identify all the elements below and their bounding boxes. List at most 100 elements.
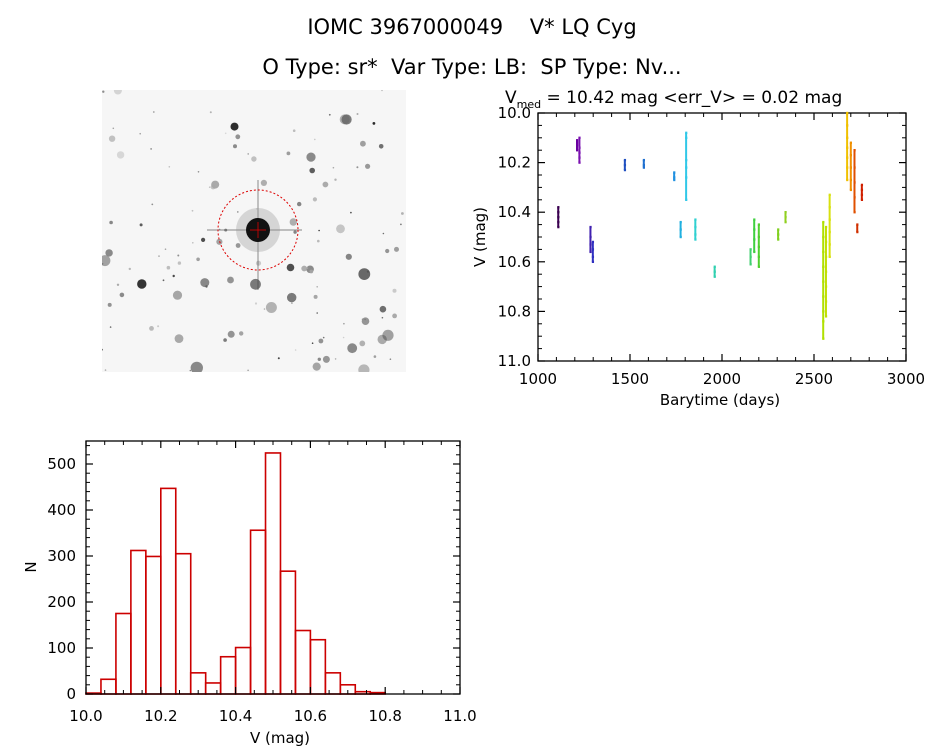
star [139, 132, 141, 135]
star [317, 357, 321, 361]
star [392, 288, 397, 293]
hist-bar [309, 638, 327, 695]
star [372, 122, 376, 125]
star [382, 232, 385, 235]
star [291, 302, 293, 304]
lc-y-axis-label: V (mag) [471, 207, 489, 267]
hist-bar [174, 552, 192, 695]
star [223, 338, 227, 342]
star [341, 114, 352, 125]
star [356, 166, 359, 169]
star [200, 278, 210, 288]
lc-title-prefix: V [505, 88, 517, 108]
hist-bar [145, 555, 162, 695]
star [247, 369, 249, 372]
lc-data-point [557, 206, 560, 209]
star [377, 334, 387, 345]
star [137, 279, 147, 289]
star [197, 171, 200, 173]
hist-y-tick-label: 500 [47, 455, 76, 473]
star [105, 249, 113, 257]
hist-x-tick-label: 10.4 [219, 707, 252, 725]
hist-bars [85, 452, 386, 695]
star [174, 334, 184, 343]
star [389, 358, 392, 361]
lc-y-tick-label: 10.4 [498, 203, 531, 221]
star [104, 369, 107, 371]
star [312, 197, 317, 202]
star [360, 140, 366, 147]
star [152, 111, 155, 113]
star [102, 255, 111, 267]
star [289, 218, 297, 226]
star [289, 292, 291, 295]
star [116, 283, 120, 286]
lc-x-tick-label: 2500 [795, 370, 833, 388]
hist-x-tick-label: 10.0 [69, 707, 102, 725]
star [379, 305, 387, 313]
star [177, 254, 180, 257]
star [306, 267, 309, 269]
star [287, 292, 297, 303]
star [255, 208, 258, 210]
star [224, 132, 227, 135]
star [347, 343, 358, 354]
star [230, 122, 239, 131]
star [260, 179, 267, 186]
hist-x-tick-label: 11.0 [443, 707, 476, 725]
hist-bar [324, 672, 342, 695]
sky-image [102, 90, 404, 372]
star [149, 326, 154, 331]
star [297, 201, 302, 207]
star [189, 369, 192, 372]
star [311, 342, 314, 344]
star [191, 209, 194, 212]
lc-y-tick-label: 11.0 [498, 352, 531, 370]
star [334, 178, 337, 181]
star [162, 279, 165, 282]
star [312, 362, 321, 371]
star [166, 265, 171, 270]
lc-data-point [591, 240, 595, 244]
star [334, 358, 337, 360]
star [316, 286, 318, 288]
star [102, 90, 105, 93]
chart-title-line1: IOMC 3967000049 V* LQ Cyg [307, 15, 637, 39]
hist-y-tick-label: 0 [66, 685, 76, 703]
star [294, 349, 297, 351]
hist-y-axis-label: N [22, 561, 40, 572]
star [309, 167, 315, 174]
lc-data-point [757, 223, 760, 226]
hist-x-tick-label: 10.8 [368, 707, 401, 725]
star [192, 242, 194, 244]
star [209, 111, 212, 114]
star [350, 211, 352, 214]
hist-bar [160, 487, 177, 695]
star [109, 220, 113, 225]
lc-x-tick-label: 3000 [887, 370, 925, 388]
hist-bar [294, 629, 312, 695]
star [201, 237, 206, 242]
sky-image-panel [102, 90, 406, 372]
hist-bar [130, 549, 147, 695]
star [139, 223, 143, 227]
star [112, 127, 115, 130]
lc-y-tick-labels: 10.0 10.2 10.4 10.6 10.8 11.0 [498, 104, 531, 370]
star [317, 239, 320, 243]
hist-bar [219, 655, 237, 695]
star [235, 134, 241, 140]
lc-x-tick-label: 1500 [611, 370, 649, 388]
star [378, 144, 384, 149]
star [343, 322, 345, 325]
star [150, 148, 152, 150]
star [227, 276, 234, 284]
star [301, 265, 308, 272]
star [332, 166, 335, 169]
hist-plot-frame [85, 440, 461, 695]
target-circle [217, 189, 299, 271]
star [365, 163, 371, 169]
lc-y-tick-label: 10.2 [498, 154, 531, 172]
star [364, 318, 366, 321]
hist-y-tick-label: 300 [47, 547, 76, 565]
